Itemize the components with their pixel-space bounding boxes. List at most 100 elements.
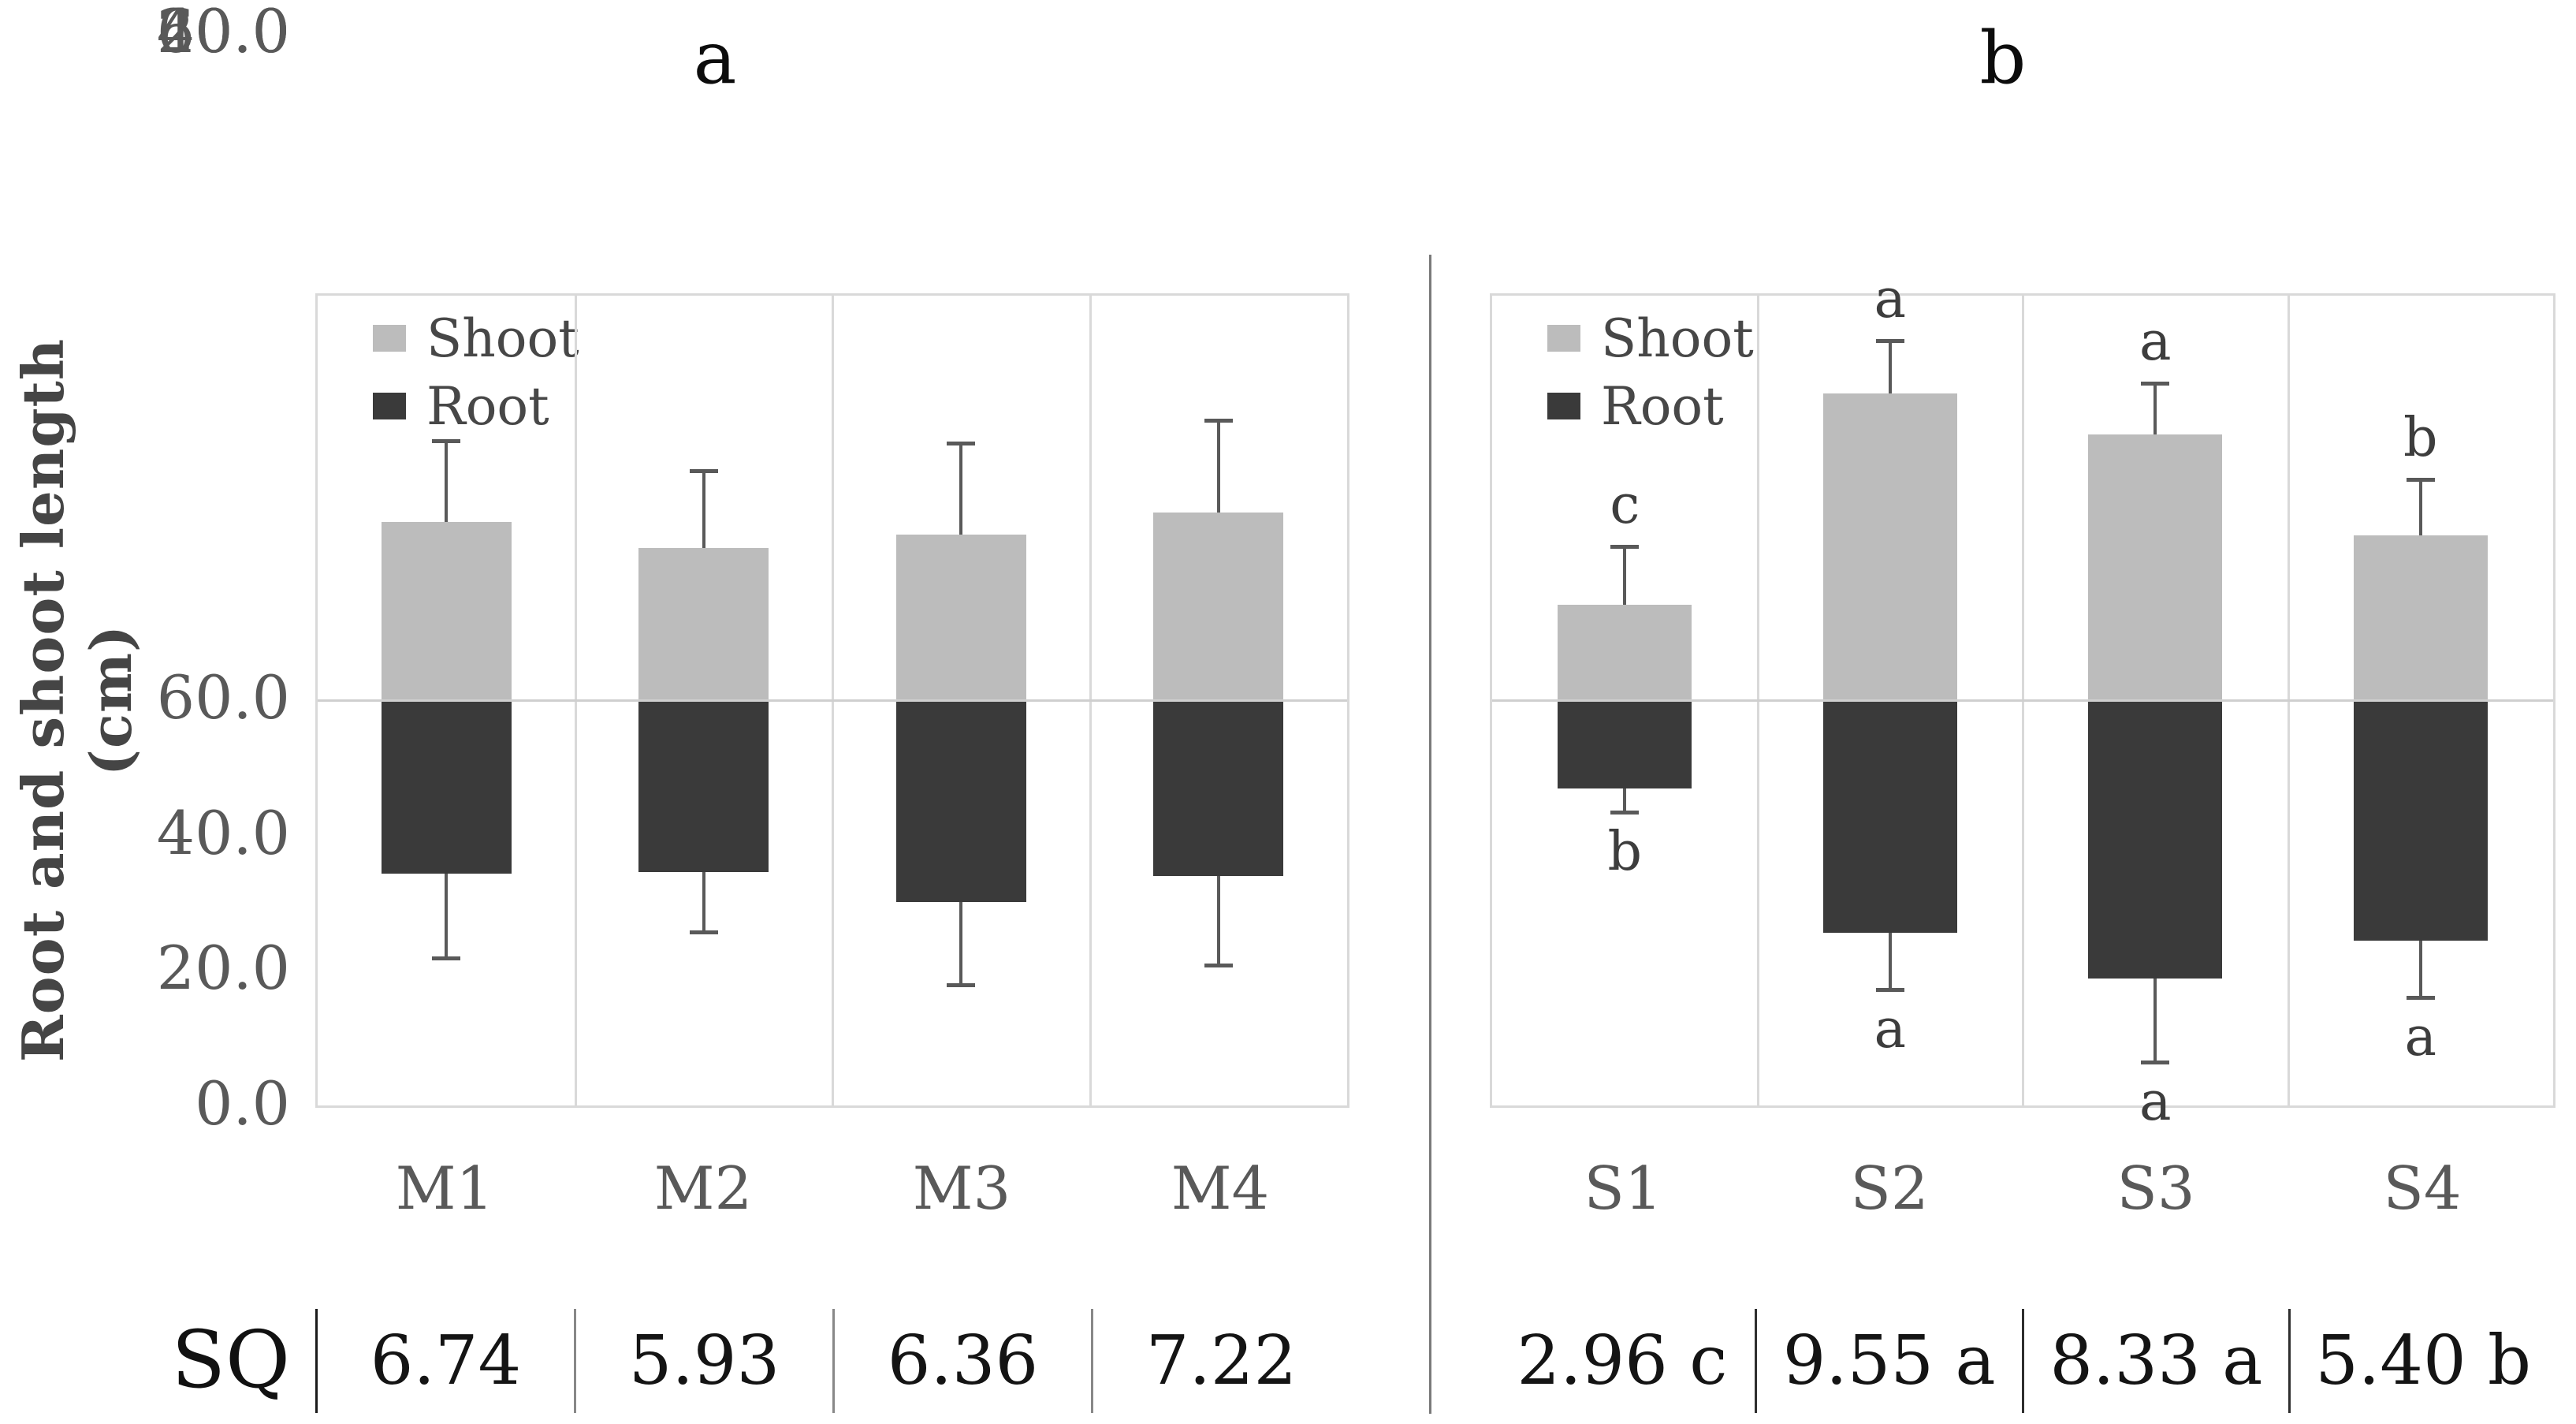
shoot-error-cap <box>1875 338 1904 343</box>
sq-row-a: 6.74 5.93 6.36 7.22 <box>315 1309 1349 1413</box>
legend-row-shoot: Shoot <box>1547 308 1754 369</box>
root-bar <box>1153 700 1284 876</box>
root-error-cap <box>689 930 718 934</box>
shoot-bar <box>1558 604 1692 701</box>
significance-letter: a <box>2404 1005 2437 1068</box>
category-label: M3 <box>912 1154 1011 1223</box>
panel-a-title: a <box>693 16 737 100</box>
significance-letter: b <box>2403 406 2438 469</box>
root-swatch-icon <box>373 393 406 419</box>
root-bar <box>381 700 512 874</box>
panel-divider-line <box>1429 255 1431 1414</box>
shoot-error-cap <box>1204 419 1233 423</box>
shoot-error-cap <box>2406 477 2435 482</box>
shoot-swatch-icon <box>1547 325 1580 352</box>
sq-value: 9.55 a <box>1754 1309 2022 1413</box>
sq-row-label: SQ <box>171 1314 291 1406</box>
legend-root-label: Root <box>1601 375 1724 437</box>
root-error-bar <box>1888 932 1892 990</box>
significance-letter: c <box>1610 474 1640 537</box>
shoot-error-cap <box>1610 545 1640 550</box>
legend-shoot-label: Shoot <box>1601 308 1754 369</box>
shoot-bar <box>1153 512 1284 701</box>
shoot-error-cap <box>947 441 976 445</box>
root-error-bar <box>1623 788 1627 813</box>
sq-value: 2.96 c <box>1517 1321 1728 1400</box>
zero-line <box>1492 699 2553 702</box>
shoot-error-bar <box>1216 420 1220 513</box>
sq-value: 8.33 a <box>2021 1309 2289 1413</box>
shoot-error-bar <box>2418 479 2422 535</box>
shoot-bar <box>638 548 769 701</box>
root-bar <box>1822 700 1957 933</box>
tick-label: 20.0 <box>156 933 290 1003</box>
legend-root-label: Root <box>426 375 549 437</box>
category-label: S1 <box>1584 1154 1662 1223</box>
category-label: M4 <box>1171 1154 1270 1223</box>
tick-label: 0.0 <box>195 1068 290 1139</box>
significance-letter: b <box>1607 820 1643 883</box>
sq-value: 6.74 <box>315 1309 574 1413</box>
root-bar <box>1558 700 1692 788</box>
sq-value: 7.22 <box>1091 1309 1349 1413</box>
shoot-error-bar <box>1888 340 1892 394</box>
shoot-bar <box>895 534 1026 701</box>
root-error-cap <box>1204 963 1233 967</box>
category-row-b: S1 S2 S3 S4 <box>1490 1145 2556 1232</box>
shoot-error-bar <box>959 442 963 535</box>
significance-letter: a <box>2139 311 2172 374</box>
root-error-bar <box>445 874 449 960</box>
sq-value: 6.36 <box>832 1309 1091 1413</box>
root-bar <box>895 700 1026 902</box>
tick-label: 20.0 <box>156 0 290 66</box>
root-error-cap <box>947 982 976 987</box>
zero-line <box>318 699 1347 702</box>
root-error-cap <box>2406 995 2435 1000</box>
significance-letter: a <box>2139 1071 2172 1134</box>
legend-row-root: Root <box>373 376 579 437</box>
legend-shoot-label: Shoot <box>426 308 579 369</box>
panel-b-title: b <box>1979 16 2027 100</box>
root-bar <box>638 700 769 872</box>
shoot-bar <box>1822 393 1957 701</box>
shoot-bar <box>2088 434 2223 701</box>
category-label: M2 <box>653 1154 753 1223</box>
sq-value: 5.40 b <box>2288 1309 2556 1413</box>
shoot-error-cap <box>2141 382 2170 386</box>
shoot-bar <box>381 521 512 701</box>
root-bar <box>2088 700 2223 979</box>
tick-label: 40.0 <box>156 798 290 868</box>
category-label: S2 <box>1850 1154 1929 1223</box>
category-label: S3 <box>2116 1154 2195 1223</box>
shoot-error-cap <box>689 468 718 473</box>
tick-label: 60.0 <box>156 662 290 733</box>
root-error-cap <box>1610 810 1640 815</box>
root-error-bar <box>1216 876 1220 966</box>
root-error-bar <box>959 901 963 986</box>
shoot-error-cap <box>432 439 461 444</box>
root-error-bar <box>2418 941 2422 998</box>
legend-row-shoot: Shoot <box>373 308 579 369</box>
root-bar <box>2353 700 2488 941</box>
root-error-bar <box>2153 979 2157 1064</box>
legend: Shoot Root <box>373 308 579 449</box>
category-label: M1 <box>395 1154 494 1223</box>
sq-value: 5.93 <box>574 1309 832 1413</box>
legend-row-root: Root <box>1547 376 1754 437</box>
category-row-a: M1 M2 M3 M4 <box>315 1145 1349 1232</box>
shoot-swatch-icon <box>373 325 406 352</box>
root-error-cap <box>1875 987 1904 992</box>
shoot-error-bar <box>445 441 449 522</box>
plot-area-a: Shoot Root <box>315 293 1349 1108</box>
plot-area-b: Shoot Root c b a a a a b a <box>1490 270 2556 1131</box>
root-error-cap <box>2141 1061 2170 1065</box>
root-error-bar <box>702 871 705 933</box>
root-swatch-icon <box>1547 393 1580 419</box>
root-error-cap <box>432 956 461 961</box>
significance-letter: a <box>1874 997 1907 1061</box>
category-label: S4 <box>2383 1154 2462 1223</box>
shoot-bar <box>2353 535 2488 701</box>
tick-label: 40.0 <box>156 0 290 66</box>
tick-label: 60.0 <box>156 0 290 66</box>
shoot-error-bar <box>702 470 705 549</box>
